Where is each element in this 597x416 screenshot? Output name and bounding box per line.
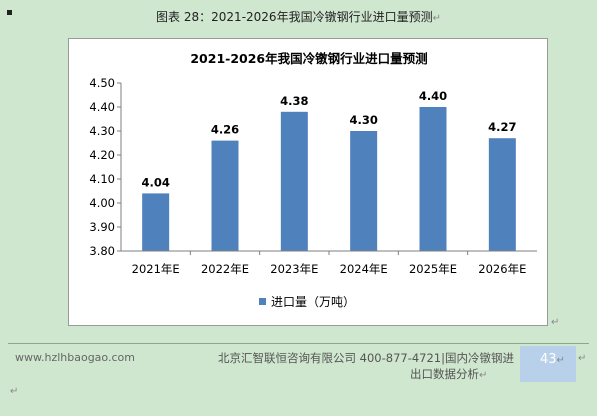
paragraph-mark-after-chart: ↵ [551,317,560,328]
caption-label: 图表 [156,10,181,24]
doc-title-line1: 国内冷镦钢进 [445,351,514,365]
y-tick-label: 4.50 [89,76,115,90]
y-tick-label: 4.00 [89,196,115,210]
x-tick-label: 2021年E [132,262,180,276]
legend-swatch [259,298,266,305]
y-tick-label: 4.20 [89,148,115,162]
page-number: 43 [540,352,557,367]
bar [419,107,447,251]
figure-caption: 图表 28：2021-2026年我国冷镦钢行业进口量预测↵ [156,10,441,24]
paragraph-mark-right: ↵ [578,353,587,364]
footer-divider [8,343,589,344]
caption-title: 2021-2026年我国冷镦钢行业进口量预测 [211,10,433,24]
page-number-box: 43↵ [520,346,576,382]
data-label: 4.38 [280,94,308,108]
x-tick-label: 2025年E [409,262,457,276]
x-tick-label: 2023年E [270,262,318,276]
x-tick-label: 2022年E [201,262,249,276]
data-label: 4.30 [349,113,377,127]
x-tick-label: 2024年E [340,262,388,276]
doc-title-line2: 出口数据分析 [410,367,479,381]
legend-label: 进口量（万吨） [271,295,355,309]
caption-number: 28 [183,10,200,24]
footer-website[interactable]: www.hzlhbaogao.com [15,351,135,364]
chart-frame[interactable]: 2021-2026年我国冷镦钢行业进口量预测 3.80 3.90 4.00 4.10 4.… [68,38,548,326]
y-tick-label: 3.80 [89,244,115,258]
y-tick-label: 4.30 [89,124,115,138]
data-label: 4.04 [141,175,169,189]
y-tick-label: 3.90 [89,220,115,234]
y-tick-label: 4.10 [89,172,115,186]
bar [142,193,170,251]
company-phone: 400-877-4721 [359,351,442,365]
bar [350,131,378,251]
footer-doc-title: 出口数据分析↵ [410,366,487,382]
y-tick-label: 4.40 [89,100,115,114]
paragraph-mark: ↵ [432,13,441,24]
company-name: 北京汇智联恒咨询有限公司 [218,351,356,365]
bar [280,111,308,251]
data-label: 4.26 [211,123,239,137]
x-tick-label: 2026年E [478,262,526,276]
data-label: 4.27 [488,120,516,134]
list-bullet [7,10,12,15]
paragraph-mark-page: ↵ [556,355,565,366]
bar [488,138,516,251]
paragraph-mark-end: ↵ [10,386,19,397]
paragraph-mark-footer: ↵ [479,370,488,381]
footer-company: 北京汇智联恒咨询有限公司 400-877-4721|国内冷镦钢进 [218,351,514,365]
bar [211,140,239,251]
bar-chart: 2021-2026年我国冷镦钢行业进口量预测 3.80 3.90 4.00 4.10 4.… [89,51,537,309]
data-label: 4.40 [419,89,447,103]
chart-title: 2021-2026年我国冷镦钢行业进口量预测 [190,51,427,66]
